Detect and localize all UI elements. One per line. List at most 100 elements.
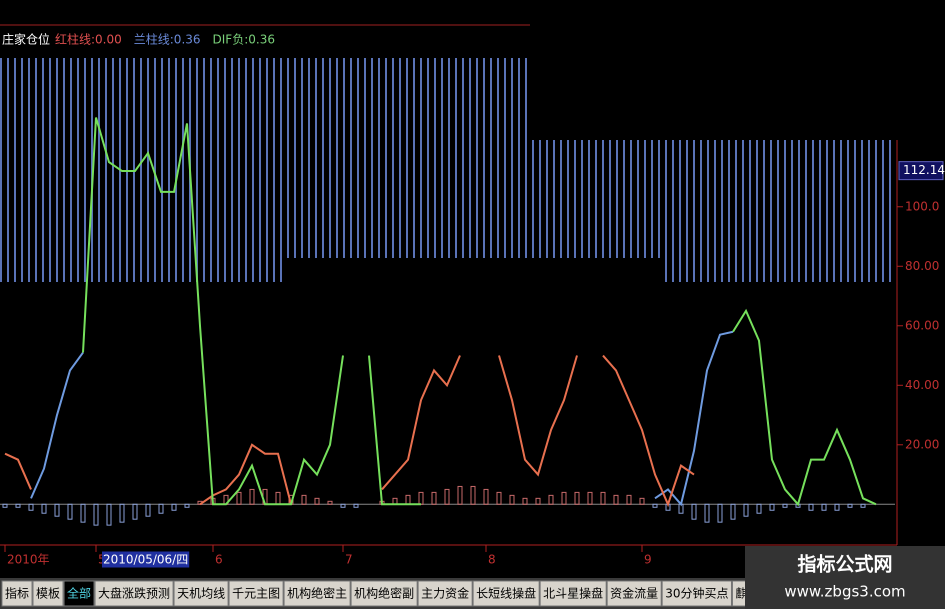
bar — [626, 494, 632, 505]
bar — [353, 503, 359, 508]
bar — [171, 503, 177, 511]
tab[interactable]: 30分钟买点 — [661, 580, 732, 607]
tab-label[interactable]: 天机均线 — [177, 587, 225, 601]
overlay — [287, 258, 660, 348]
tab-label[interactable]: 30分钟买点 — [665, 586, 728, 601]
tab-bg[interactable] — [417, 580, 473, 607]
tab-label[interactable]: 指标 — [5, 586, 29, 601]
bar — [691, 503, 697, 520]
bar — [808, 503, 814, 511]
tab-bg[interactable] — [173, 580, 229, 607]
header: 庄家仓位 红柱线:0.00 兰柱线:0.36 DIF负:0.36 — [2, 32, 275, 47]
bar — [639, 497, 645, 505]
cursor-box — [102, 551, 190, 568]
bar — [613, 494, 619, 505]
y-tick-label: 80.00 — [905, 259, 939, 273]
x-tick-label: 5 — [98, 553, 106, 567]
tab-label[interactable]: 全部 — [67, 586, 91, 601]
bar — [28, 503, 34, 511]
bar — [327, 500, 333, 505]
plot — [0, 117, 895, 526]
tab-bg[interactable] — [472, 580, 540, 607]
tab[interactable]: 机构绝密副 — [350, 580, 418, 607]
tab-bg[interactable] — [661, 580, 732, 607]
bar — [67, 503, 73, 520]
tab-bg[interactable] — [350, 580, 418, 607]
bar — [340, 503, 346, 508]
bar — [301, 494, 307, 505]
tab[interactable]: 主力资金 — [417, 580, 473, 607]
tab[interactable]: 指标 — [1, 580, 33, 607]
bar — [80, 503, 86, 523]
tab-label[interactable]: 模板 — [36, 587, 60, 601]
bar — [652, 503, 658, 508]
bar — [782, 503, 788, 508]
tab[interactable]: 长短线操盘 — [472, 580, 540, 607]
bar — [756, 503, 762, 514]
tab[interactable]: 天机均线 — [173, 580, 229, 607]
tab[interactable]: 机构绝密主 — [283, 580, 351, 607]
bar — [444, 488, 450, 505]
x-tick-label: 7 — [345, 553, 353, 567]
x-tick-label: 8 — [488, 553, 496, 567]
bar — [704, 503, 710, 523]
tab-label[interactable]: 资金流量 — [610, 586, 658, 601]
tab-label[interactable]: 主力资金 — [421, 586, 469, 601]
bar — [769, 503, 775, 511]
y-tick-label: 40.00 — [905, 378, 939, 392]
x-tick-label: 6 — [215, 553, 223, 567]
tab-bg[interactable] — [94, 580, 174, 607]
x-tick-label: 2010年 — [7, 553, 50, 567]
tab-bg[interactable] — [228, 580, 284, 607]
tab-label[interactable]: 机构绝密副 — [354, 586, 414, 601]
bar — [730, 503, 736, 520]
tab-label[interactable]: 大盘涨跌预测 — [98, 586, 170, 601]
bar — [106, 503, 112, 526]
tab[interactable]: 资金流量 — [606, 580, 662, 607]
tab-bg[interactable] — [283, 580, 351, 607]
bar — [496, 491, 502, 505]
cursor-label: 2010/05/06/四 — [103, 553, 188, 567]
y-tick-label: 20.00 — [905, 437, 939, 451]
bar — [509, 494, 515, 505]
tab-bg[interactable] — [32, 580, 64, 607]
tab[interactable]: 全部 — [63, 580, 95, 607]
bar — [600, 491, 606, 505]
tab-bg[interactable] — [539, 580, 607, 607]
tab-label[interactable]: 北斗星操盘 — [543, 586, 603, 601]
bar — [847, 503, 853, 508]
tab-bg[interactable] — [63, 580, 95, 607]
bar — [457, 485, 463, 505]
tab[interactable]: 大盘涨跌预测 — [94, 580, 174, 607]
bar — [249, 488, 255, 505]
axis: 20.00 40.00 60.00 80.00 100.0 112.14 2010年 5 6 7 8… — [4, 161, 945, 568]
bar — [431, 491, 437, 505]
tab-bg[interactable] — [1, 580, 33, 607]
bar — [470, 485, 476, 505]
bar — [119, 503, 125, 523]
tab-bg[interactable] — [606, 580, 662, 607]
bar — [561, 491, 567, 505]
last-value: 112.14 — [903, 163, 945, 177]
watermark-box — [745, 546, 945, 609]
tab-label[interactable]: 机构绝密主 — [287, 586, 347, 601]
tab[interactable]: 千元主图 — [228, 580, 284, 607]
tab-label[interactable]: 千元主图 — [232, 587, 280, 601]
y-tick-label: 100.0 — [905, 199, 939, 213]
bar — [743, 503, 749, 517]
bar — [522, 497, 528, 505]
legend-item: 红柱线:0.00 — [55, 32, 122, 47]
bar — [184, 503, 190, 508]
line — [82, 117, 877, 507]
bar — [158, 503, 164, 514]
x-tick-label: 9 — [644, 553, 652, 567]
legend-item: 兰柱线:0.36 — [134, 32, 201, 47]
tab-label[interactable]: 长短线操盘 — [476, 586, 536, 601]
legend-item: DIF负:0.36 — [213, 33, 275, 47]
tab[interactable]: 模板 — [32, 580, 64, 607]
line — [30, 330, 734, 507]
tab[interactable]: 北斗星操盘 — [539, 580, 607, 607]
overlay — [530, 0, 897, 140]
bar — [535, 497, 541, 505]
